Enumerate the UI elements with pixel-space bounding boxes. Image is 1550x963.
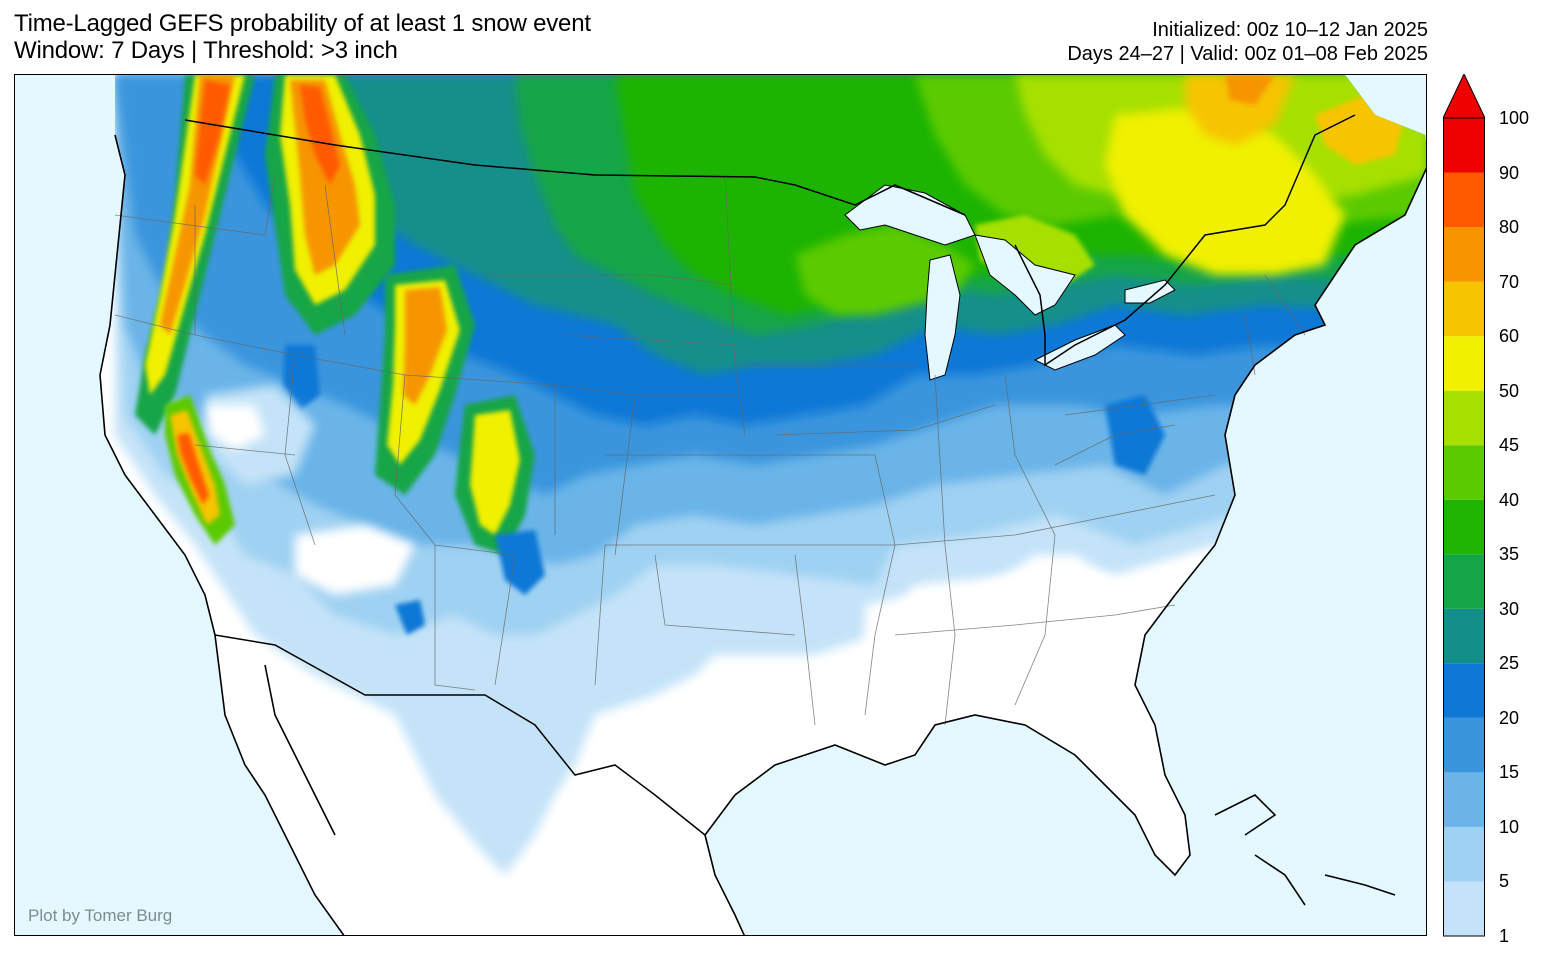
colorbar-tick-label: 25 <box>1499 653 1520 674</box>
colorbar-box <box>1443 881 1485 936</box>
coastlines <box>99 134 1426 935</box>
colorbar-tick-label: 30 <box>1499 598 1520 619</box>
colorbar-tick-label: 90 <box>1499 162 1520 183</box>
colorbar-box <box>1443 608 1485 664</box>
colorbar-box <box>1443 336 1485 391</box>
title-line-2: Window: 7 Days | Threshold: >3 inch <box>14 37 398 64</box>
colorbar-tick-label: 60 <box>1499 326 1520 347</box>
colorbar-tick-label: 70 <box>1499 271 1520 292</box>
country-borders <box>184 114 1356 836</box>
lake-ontario <box>1124 279 1176 304</box>
colorbar-tick-label: 20 <box>1499 707 1520 728</box>
colorbar-box <box>1443 826 1485 882</box>
valid-time: Days 24–27 | Valid: 00z 01–08 Feb 2025 <box>1067 43 1428 65</box>
colorbar-tick-label: 1 <box>1499 926 1510 946</box>
colorbar-tick-label: 100 <box>1499 108 1530 128</box>
colorbar-box <box>1443 118 1485 173</box>
colorbar-box <box>1443 499 1485 555</box>
colorbar-tick-label: 5 <box>1499 871 1510 892</box>
mexico-land <box>215 635 495 935</box>
colorbar-box <box>1443 717 1485 773</box>
map-svg <box>99 75 1426 935</box>
lake-michigan <box>924 254 961 381</box>
colorbar <box>1443 74 1485 937</box>
colorbar-box <box>1443 663 1485 718</box>
run-info: Initialized: 00z 10–12 Jan 2025 Days 24–… <box>1067 18 1428 66</box>
chart-title: Time-Lagged GEFS probability of at least… <box>14 10 591 64</box>
colorbar-box <box>1443 227 1485 282</box>
colorbar-tick-label: 40 <box>1499 489 1520 510</box>
colorbar-box <box>1443 772 1485 827</box>
colorbar-box <box>1443 172 1485 228</box>
colorbar-box <box>1443 281 1485 337</box>
init-time: Initialized: 00z 10–12 Jan 2025 <box>1152 19 1428 41</box>
plot-credit: Plot by Tomer Burg <box>28 906 173 925</box>
colorbar-tick-label: 50 <box>1499 380 1520 401</box>
colorbar-tick-label: 10 <box>1499 816 1520 837</box>
lake-huron <box>974 234 1076 316</box>
colorbar-tick-label: 15 <box>1499 762 1520 783</box>
state-borders <box>114 174 1306 726</box>
map-panel <box>14 74 1427 936</box>
colorbar-frame <box>1443 117 1485 937</box>
colorbar-tick-label: 45 <box>1499 435 1520 456</box>
probability-field <box>115 75 1426 935</box>
colorbar-box <box>1443 554 1485 609</box>
colorbar-box <box>1443 390 1485 446</box>
colorbar-tick-label: 35 <box>1499 544 1520 565</box>
colorbar-tick-label: 80 <box>1499 217 1520 238</box>
lake-erie <box>1033 324 1126 371</box>
colorbar-box <box>1443 445 1485 500</box>
colorbar-extend-arrow <box>1443 74 1485 119</box>
title-line-1: Time-Lagged GEFS probability of at least… <box>14 10 591 37</box>
